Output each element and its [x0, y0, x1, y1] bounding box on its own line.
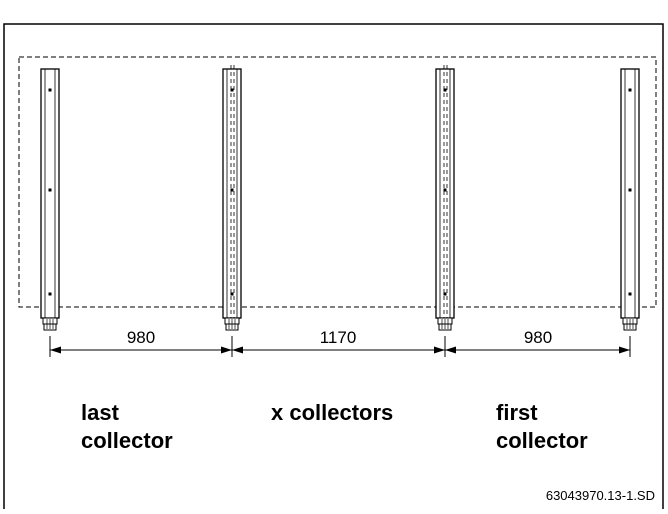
collector-2-mount-dot-2 — [230, 188, 234, 192]
arrowhead-1-left — [221, 346, 232, 354]
collector-4-mount-dot-2 — [628, 188, 632, 192]
reference-code: 63043970.13-1.SD — [546, 488, 655, 503]
arrowhead-2-left — [434, 346, 445, 354]
label-first-line2: collector — [496, 428, 588, 453]
collector-1-mount-dot-3 — [48, 292, 52, 296]
collectors-group — [40, 65, 640, 331]
label-first-line1: first — [496, 400, 538, 425]
collector-4-mount-dot-3 — [628, 292, 632, 296]
collector-field-outline — [18, 56, 657, 308]
dimension-line-group: 980 1170 980 — [49, 328, 631, 357]
collector-4-body — [620, 68, 640, 319]
arrowhead-2-right — [232, 346, 243, 354]
collector-3-mount-dot-3 — [443, 292, 447, 296]
collector-3-mount-dot-2 — [443, 188, 447, 192]
collector-1-mount-dot-2 — [48, 188, 52, 192]
arrowhead-1-right — [50, 346, 61, 354]
collector-4 — [620, 68, 640, 331]
collector-3-mount-dot-1 — [443, 88, 447, 92]
dimension-value-2: 1170 — [320, 328, 357, 347]
label-last-line1: last — [81, 400, 120, 425]
collector-2 — [222, 65, 242, 331]
dimension-value-1: 980 — [127, 328, 155, 347]
collector-2-mount-dot-3 — [230, 292, 234, 296]
collector-1 — [40, 68, 60, 331]
arrowhead-3-left — [619, 346, 630, 354]
outer-frame — [3, 23, 664, 509]
label-last-line2: collector — [81, 428, 173, 453]
dimension-value-3: 980 — [524, 328, 552, 347]
collector-2-body — [222, 68, 242, 319]
collector-4-mount-dot-1 — [628, 88, 632, 92]
collector-2-mount-dot-1 — [230, 88, 234, 92]
collector-1-body — [40, 68, 60, 319]
collector-3 — [435, 65, 455, 331]
arrowhead-3-right — [445, 346, 456, 354]
collector-3-body — [435, 68, 455, 319]
collector-1-mount-dot-1 — [48, 88, 52, 92]
label-x-collectors: x collectors — [271, 400, 393, 425]
